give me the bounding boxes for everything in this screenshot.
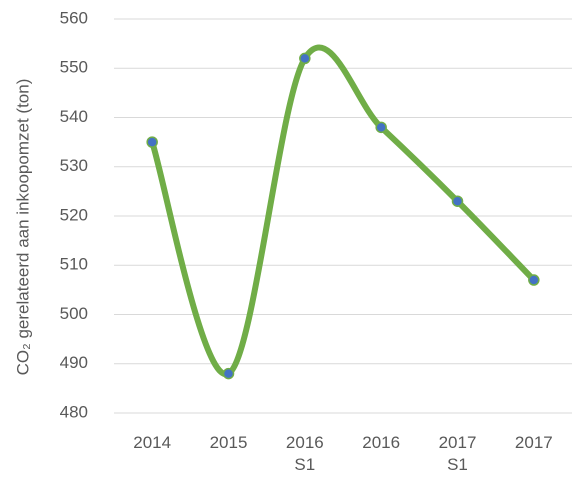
marker xyxy=(147,137,157,147)
y-tick-label: 550 xyxy=(60,58,88,77)
y-tick-label: 560 xyxy=(60,8,88,27)
y-axis-label: CO₂ gerelateerd aan inkoopomzet (ton) xyxy=(13,79,32,376)
marker xyxy=(300,53,310,63)
x-tick-label: 2017 xyxy=(515,433,553,452)
y-tick-label: 520 xyxy=(60,205,88,224)
line xyxy=(152,47,534,374)
x-tick-label: 2015 xyxy=(210,433,248,452)
y-tick-label: 540 xyxy=(60,107,88,126)
y-tick-label: 500 xyxy=(60,304,88,323)
y-tick-label: 530 xyxy=(60,156,88,175)
chart: CO₂ gerelateerd aan inkoopomzet (ton) 48… xyxy=(0,0,574,479)
y-tick-label: 490 xyxy=(60,353,88,372)
x-tick-label: 2016 xyxy=(362,433,400,452)
x-tick-label: 2014 xyxy=(133,433,171,452)
marker xyxy=(529,275,539,285)
marker xyxy=(224,369,234,379)
marker xyxy=(376,122,386,132)
marker xyxy=(453,196,463,206)
y-tick-label: 510 xyxy=(60,255,88,274)
y-tick-label: 480 xyxy=(60,402,88,421)
